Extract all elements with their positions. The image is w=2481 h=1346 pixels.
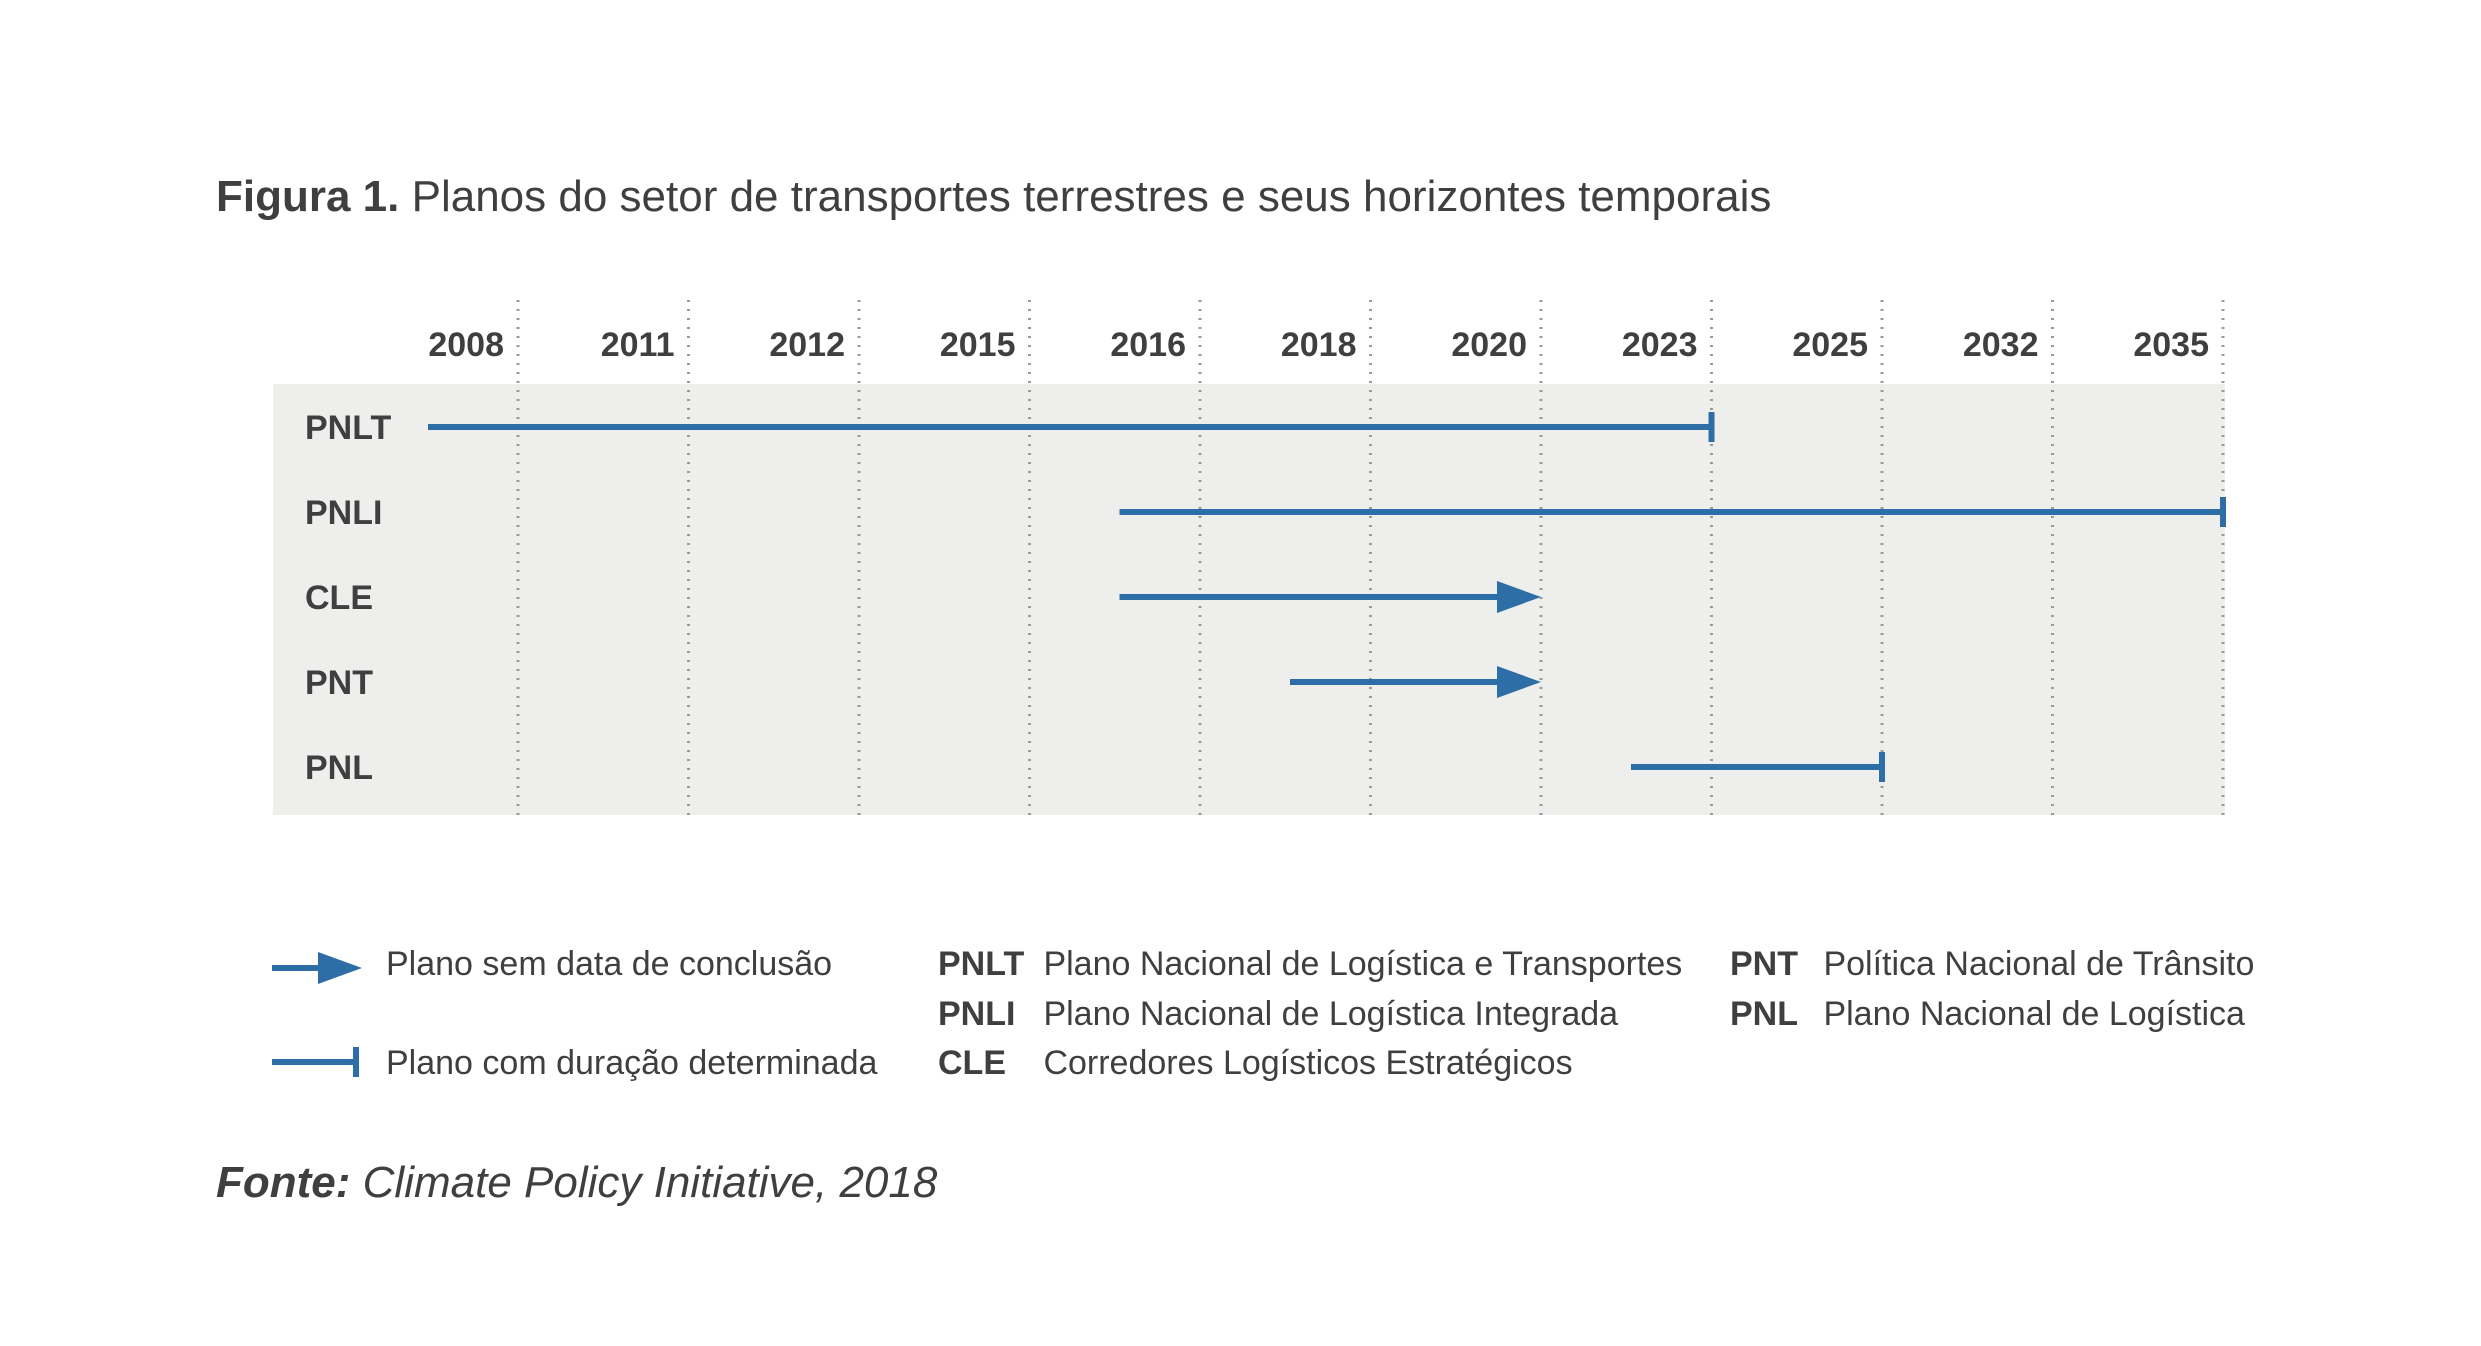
figure-title-text: Planos do setor de transportes terrestre… bbox=[411, 172, 1772, 221]
figure-number: Figura 1. bbox=[216, 172, 400, 221]
year-label: 2012 bbox=[769, 326, 845, 364]
abbreviation-meaning: Política Nacional de Trânsito bbox=[1823, 945, 2255, 983]
year-label: 2018 bbox=[1281, 326, 1357, 364]
legend-bar-label: Plano com duração determinada bbox=[386, 1044, 878, 1082]
abbreviation-meaning: Plano Nacional de Logística e Transporte… bbox=[1043, 945, 1683, 983]
abbreviation-item: PNL Plano Nacional de Logística bbox=[1730, 995, 2245, 1034]
abbreviation-item: PNLT Plano Nacional de Logística e Trans… bbox=[938, 945, 1682, 984]
row-label: PNT bbox=[305, 664, 373, 702]
abbreviation-meaning: Plano Nacional de Logística bbox=[1823, 995, 2245, 1033]
abbreviation-code: CLE bbox=[938, 1044, 1006, 1082]
year-label: 2015 bbox=[940, 326, 1016, 364]
abbreviation-code: PNL bbox=[1730, 995, 1798, 1033]
abbreviation-code: PNLT bbox=[938, 945, 1025, 983]
year-label: 2011 bbox=[601, 326, 675, 364]
abbreviation-item: CLE Corredores Logísticos Estratégicos bbox=[938, 1044, 1573, 1083]
timeline-arrowhead bbox=[1497, 666, 1541, 698]
figure-title: Figura 1. Planos do setor de transportes… bbox=[216, 172, 1771, 222]
row-label: CLE bbox=[305, 579, 373, 617]
legend-arrowhead-icon bbox=[318, 952, 362, 984]
timeline-arrowhead bbox=[1497, 581, 1541, 613]
year-label: 2032 bbox=[1963, 326, 2039, 364]
year-label: 2025 bbox=[1792, 326, 1868, 364]
row-label: PNL bbox=[305, 749, 373, 787]
year-label: 2023 bbox=[1622, 326, 1698, 364]
source-note: Fonte: Climate Policy Initiative, 2018 bbox=[216, 1158, 937, 1208]
abbreviation-item: PNT Política Nacional de Trânsito bbox=[1730, 945, 2254, 984]
year-label: 2016 bbox=[1110, 326, 1186, 364]
abbreviation-meaning: Corredores Logísticos Estratégicos bbox=[1043, 1044, 1573, 1082]
abbreviation-item: PNLI Plano Nacional de Logística Integra… bbox=[938, 995, 1618, 1034]
source-text: Climate Policy Initiative, 2018 bbox=[362, 1158, 938, 1207]
row-label: PNLT bbox=[305, 409, 391, 447]
source-label: Fonte: bbox=[216, 1158, 351, 1207]
abbreviation-meaning: Plano Nacional de Logística Integrada bbox=[1043, 995, 1619, 1033]
year-label: 2035 bbox=[2133, 326, 2209, 364]
legend-arrow-label: Plano sem data de conclusão bbox=[386, 945, 833, 983]
abbreviation-code: PNLI bbox=[938, 995, 1016, 1033]
year-label: 2008 bbox=[428, 326, 504, 364]
row-label: PNLI bbox=[305, 494, 382, 532]
abbreviation-code: PNT bbox=[1730, 945, 1798, 983]
year-label: 2020 bbox=[1451, 326, 1527, 364]
